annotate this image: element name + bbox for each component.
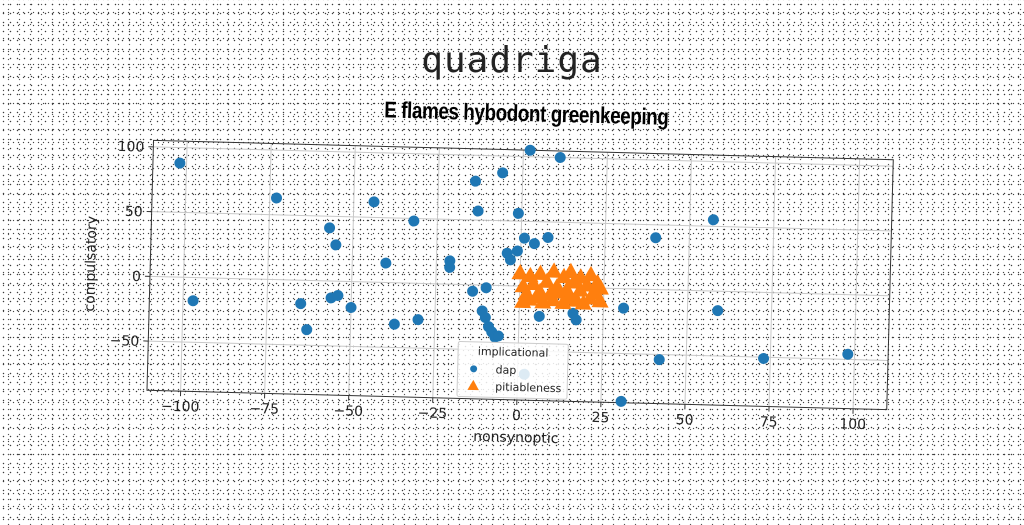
scatter-point-dap [330,239,341,250]
scatter-point-dap [708,214,719,225]
y-tick-label: 0 [132,269,141,285]
x-gridline [433,148,440,398]
x-tick-label: 100 [839,416,866,433]
x-gridline [601,152,608,402]
scatter-point-dap [555,152,566,163]
scatter-point-dap [497,167,508,178]
x-tick-label: 50 [675,412,693,428]
scatter-point-dap [542,232,553,243]
y-axis-ticks: −50 0 50 100 [110,139,154,350]
y-tick-label: 50 [125,204,143,220]
scatter-point-dap [467,286,478,297]
scatter-point-dap [368,196,379,207]
legend: implicational dap pitiableness [457,341,568,399]
legend-label-pitiableness: pitiableness [495,380,562,395]
scatter-point-dap [345,302,356,313]
scatter-point-dap [618,303,629,314]
x-gridline [853,159,860,409]
scatter-point-dap [615,396,626,407]
x-tick-label: −50 [333,403,363,420]
scatter-point-dap [380,257,391,268]
scatter-point-dap [389,319,400,330]
x-tick-label: −75 [249,401,279,418]
legend-title: implicational [478,345,549,360]
x-axis-label: nonsynoptic [473,429,559,447]
x-tick-label: 25 [591,410,609,426]
scatter-point-dap [529,238,540,249]
legend-label-dap: dap [495,363,516,377]
scatter-point-dap [408,215,419,226]
x-gridline [685,154,692,404]
scatter-point-dap [324,222,335,233]
scatter-point-dap [187,295,198,306]
scatter-point-dap [301,324,312,335]
x-gridline [349,146,356,396]
scatter-point-dap [524,145,535,156]
scatter-point-dap [472,205,483,216]
scatter-point-dap [412,314,423,325]
x-tick-label: −25 [417,405,447,422]
scatter-point-dap [470,176,481,187]
scatter-point-dap [758,353,769,364]
scatter-point-dap [712,305,723,316]
scatter-point-dap [650,232,661,243]
scatter-point-dap [174,157,185,168]
y-tick-label: −50 [110,333,140,350]
y-axis-label: compulsatory [82,216,100,312]
scatter-point-dap [295,298,306,309]
y-tick-label: 100 [117,139,144,156]
scatter-point-dap [534,311,545,322]
x-tick-label: 75 [760,414,778,430]
scatter-point-dap [271,192,282,203]
scatter-point-dap [842,349,853,360]
x-gridline [181,141,188,391]
x-tick-label: 0 [512,408,521,424]
x-tick-label: −100 [161,399,200,416]
scatter-point-dap [481,282,492,293]
x-gridline [769,157,776,407]
scatter-point-dap [654,354,665,365]
x-gridline [265,143,272,393]
